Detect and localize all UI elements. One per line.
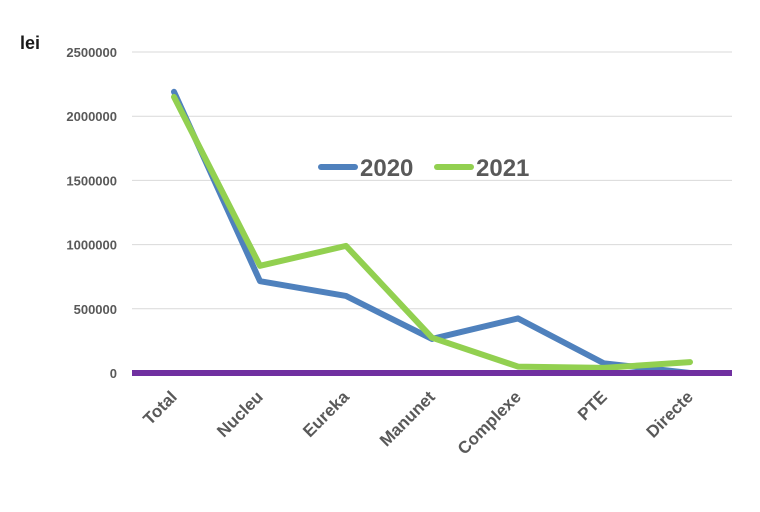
- series-line-2020: [171, 88, 693, 376]
- legend-label-2020: 2020: [360, 155, 413, 182]
- y-axis-ticks: 0 500000 1000000 1500000 2000000 2500000: [66, 45, 117, 381]
- series-lines: [171, 88, 693, 376]
- y-tick-label: 2500000: [66, 45, 117, 60]
- y-tick-label: 1000000: [66, 238, 117, 253]
- y-tick-label: 0: [110, 366, 117, 381]
- x-tick-label: Eureka: [299, 387, 353, 441]
- x-tick-label: Complexe: [454, 387, 525, 458]
- x-axis-ticks: Total Nucleu Eureka Manunet Complexe PTE Direc…: [140, 387, 697, 458]
- x-tick-label: Manunet: [376, 387, 439, 450]
- x-tick-label: PTE: [574, 387, 611, 424]
- y-tick-label: 2000000: [66, 109, 117, 124]
- x-tick-label: Nucleu: [213, 387, 267, 441]
- x-tick-label: Directe: [643, 387, 697, 441]
- series-line-2021: [171, 93, 693, 371]
- x-tick-label: Total: [140, 387, 181, 428]
- gridlines: [132, 51, 732, 310]
- y-unit-label: lei: [20, 33, 40, 53]
- y-tick-label: 500000: [74, 302, 117, 317]
- y-tick-label: 1500000: [66, 173, 117, 188]
- legend: 2020 2021: [318, 155, 529, 182]
- legend-label-2021: 2021: [476, 155, 529, 182]
